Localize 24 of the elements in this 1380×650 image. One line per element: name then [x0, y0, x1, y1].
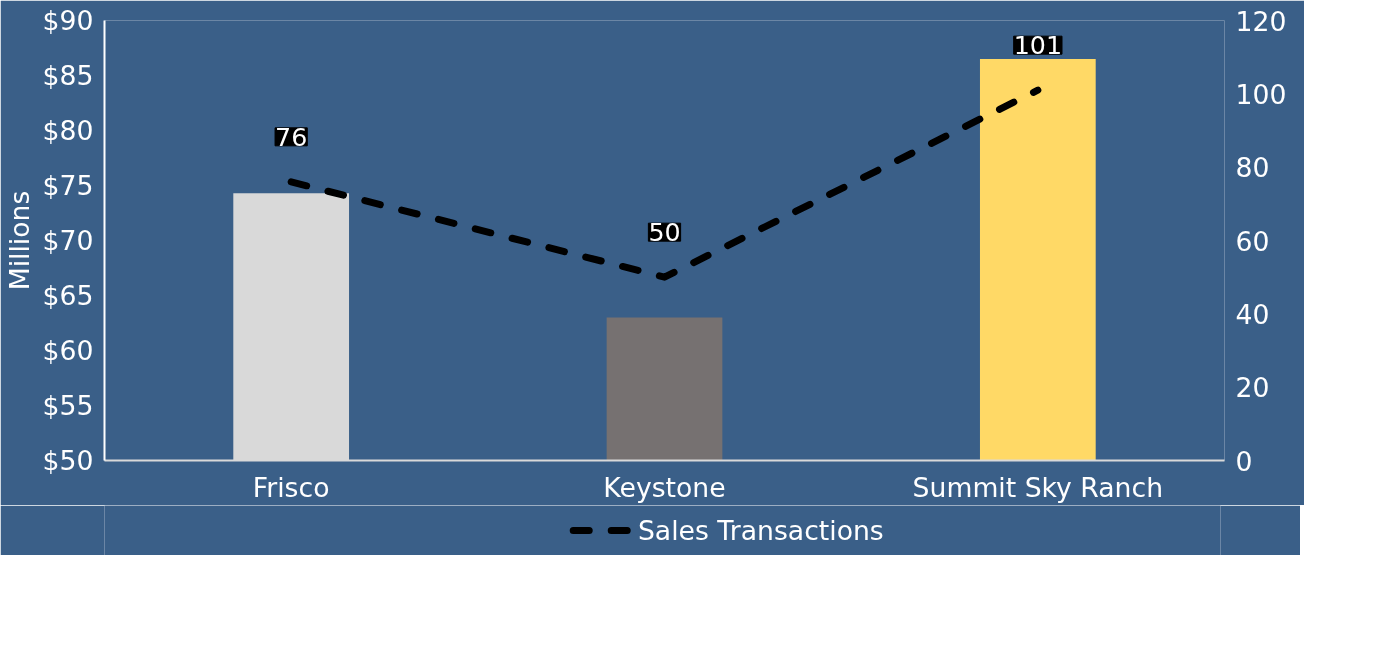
- y2-tick-label: 120: [1235, 5, 1287, 37]
- x-tick-label: Frisco: [252, 471, 330, 503]
- y-tick-label: $70: [42, 225, 94, 256]
- y2-tick-label: 0: [1235, 445, 1253, 477]
- y-tick-label: $75: [42, 170, 94, 201]
- legend-label: Sales Transactions: [637, 515, 884, 546]
- x-tick-label: Summit Sky Ranch: [912, 471, 1164, 503]
- y2-tick-label: 20: [1235, 372, 1270, 404]
- y2-tick-label: 100: [1235, 78, 1287, 110]
- y-tick-label: $55: [42, 390, 94, 421]
- data-label: 50: [648, 217, 681, 248]
- y2-tick-label: 60: [1235, 225, 1270, 257]
- x-tick-label: Keystone: [603, 471, 726, 503]
- y-tick-label: $50: [42, 445, 94, 476]
- y2-tick-label: 80: [1235, 152, 1270, 184]
- y2-tick-label: 40: [1235, 298, 1270, 330]
- y-tick-label: $60: [42, 335, 94, 366]
- y-tick-label: $65: [42, 280, 94, 311]
- y-tick-label: $90: [42, 5, 94, 36]
- data-label: 76: [275, 121, 308, 152]
- y-tick-label: $85: [42, 60, 94, 91]
- y-axis-title: Millions: [3, 190, 35, 291]
- y-tick-label: $80: [42, 115, 94, 146]
- data-label: 101: [1013, 30, 1063, 61]
